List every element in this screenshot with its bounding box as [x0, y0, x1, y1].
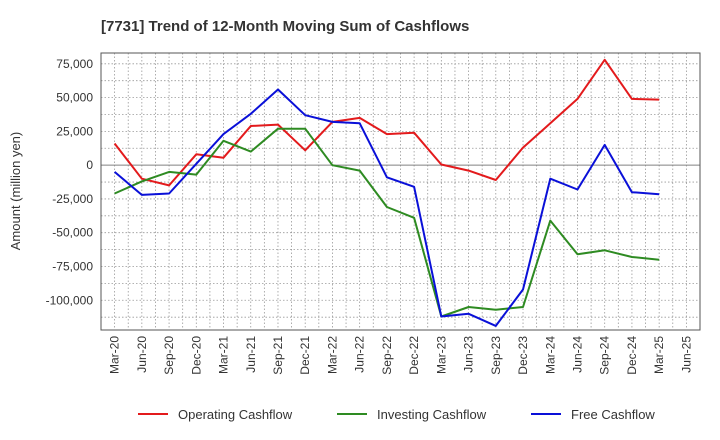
y-tick-label: -75,000: [52, 259, 93, 273]
series-line-operating-cashflow: [113, 58, 660, 187]
x-tick-label: Sep-21: [271, 336, 285, 375]
x-tick-label: Jun-25: [679, 336, 693, 373]
y-tick-label: 50,000: [56, 91, 93, 105]
y-tick-label: 0: [86, 158, 93, 172]
x-tick-label: Mar-20: [108, 336, 122, 374]
x-tick-label: Dec-22: [407, 336, 421, 375]
x-tick-label: Dec-23: [516, 336, 530, 375]
plot-area: 75,000 50,000 25,000 0 -25,000 -50,000 -75,000…: [46, 52, 701, 375]
x-tick-label: Dec-24: [625, 336, 639, 375]
y-tick-label: -50,000: [52, 226, 93, 240]
x-tick-label: Sep-23: [489, 336, 503, 375]
x-tick-label: Jun-23: [462, 336, 476, 373]
x-tick-label: Jun-22: [353, 336, 367, 373]
y-tick-label: -25,000: [52, 192, 93, 206]
x-tick-label: Mar-24: [543, 336, 557, 374]
legend-label-free-cashflow: Free Cashflow: [571, 407, 655, 422]
y-axis-label: Amount (million yen): [8, 132, 23, 251]
legend-label-investing-cashflow: Investing Cashflow: [377, 407, 487, 422]
x-tick-label: Jun-20: [135, 336, 149, 373]
x-tick-label: Jun-21: [244, 336, 258, 373]
series-line-free-cashflow: [113, 88, 660, 327]
x-tick-label: Mar-23: [434, 336, 448, 374]
y-tick-label: 25,000: [56, 124, 93, 138]
x-tick-label: Mar-21: [217, 336, 231, 374]
legend: Operating Cashflow Investing Cashflow Free…: [138, 407, 655, 422]
y-tick-label: 75,000: [56, 57, 93, 71]
x-tick-label: Mar-22: [325, 336, 339, 374]
legend-label-operating-cashflow: Operating Cashflow: [178, 407, 293, 422]
plot-frame: [100, 52, 701, 331]
x-tick-label: Dec-20: [189, 336, 203, 375]
x-tick-label: Sep-22: [380, 336, 394, 375]
chart-title: [7731] Trend of 12-Month Moving Sum of C…: [101, 18, 469, 35]
series-line-investing-cashflow: [114, 127, 660, 318]
x-tick-label: Sep-24: [598, 336, 612, 375]
x-tick-label: Mar-25: [652, 336, 666, 374]
x-tick-label: Jun-24: [570, 336, 584, 373]
x-tick-label: Dec-21: [298, 336, 312, 375]
y-tick-label: -100,000: [46, 293, 94, 307]
x-tick-label: Sep-20: [162, 336, 176, 375]
